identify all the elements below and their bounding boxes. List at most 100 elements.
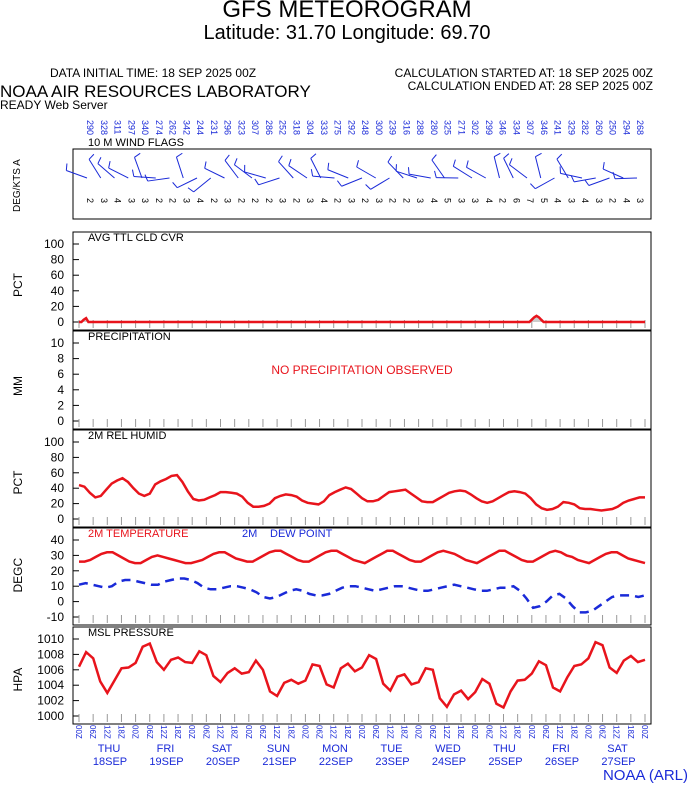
wind-direction-label: 346 [539,120,549,135]
y-tick-label: 80 [51,450,65,464]
wind-barb-flag [108,161,111,169]
y-tick-label: 40 [51,284,65,298]
panel-frame [72,330,652,430]
x-hour-label: 00Z [357,725,366,739]
x-hour-label: 00Z [131,725,140,739]
wind-speed-label: 3 [635,198,645,203]
wind-direction-label: 323 [236,120,246,135]
wind-barb-shaft [341,177,363,187]
wind-barb-shaft [395,170,418,179]
x-hour-label: 18Z [343,725,352,739]
wind-barb-shaft [108,167,129,179]
dewpoint-legend: DEW POINT [270,528,333,540]
x-hour-label: 12Z [442,725,451,739]
wind-panel-frame [72,148,652,220]
wind-speed-label: 4 [580,198,590,203]
wind-barb-shaft [234,164,253,179]
wind-barb-shaft [133,175,156,179]
wind-direction-label: 334 [511,120,521,135]
wind-barb-flag [356,160,359,168]
wind-barb-shaft [193,177,212,193]
x-hour-label: 06Z [315,725,324,739]
day-of-week-label: SAT [607,743,628,755]
wind-speed-label: 3 [566,198,576,203]
wind-speed-label: 3 [305,198,315,203]
panel-ylabel: PCT [11,470,25,495]
x-hour-label: 00Z [414,725,423,739]
x-hour-label: 18Z [116,725,125,739]
wind-barb-flag [466,160,469,168]
wind-barb-shaft [509,164,528,179]
x-hour-label: 00Z [244,725,253,739]
y-tick-label: 20 [51,564,65,578]
wind-barb-flag [176,152,183,158]
wind-barb-shaft [258,177,280,186]
x-hour-label: 00Z [300,725,309,739]
wind-barb-shaft [147,177,170,182]
pressure-line [77,640,646,710]
wind-direction-label: 311 [113,120,123,134]
y-tick-label: 1002 [37,694,64,708]
x-hour-label: 18Z [456,725,465,739]
y-tick-label: 0 [57,512,64,526]
wind-speed-label: 2 [250,198,260,203]
data-initial-time: DATA INITIAL TIME: 18 SEP 2025 00Z [50,66,257,80]
panel-title: PRECIPITATION [88,331,171,343]
wind-direction-label: 346 [498,120,508,135]
wind-direction-label: 280 [429,120,439,135]
chart-title: GFS METEOROGRAM [222,0,472,23]
x-hour-label: 06Z [598,725,607,739]
wind-direction-label: 297 [126,120,136,135]
x-hour-label: 18Z [569,725,578,739]
wind-barb-flag [503,153,510,159]
panel-title: AVG TTL CLD CVR [88,232,184,244]
date-label: 18SEP [93,756,127,768]
wind-speed-label: 4 [621,198,631,203]
precip-annotation: NO PRECIPITATION OBSERVED [271,363,453,377]
wind-barb-shaft [278,161,294,179]
wind-barb-flag [310,153,317,159]
temperature-legend: 2M TEMPERATURE [88,528,188,540]
wind-direction-label: 316 [401,120,411,135]
wind-speed-label: 2 [154,198,164,203]
lab-name: NOAA AIR RESOURCES LABORATORY [0,82,311,101]
chart-subtitle: Latitude: 31.70 Longitude: 69.70 [203,22,491,44]
date-label: 23SEP [375,756,409,768]
y-tick-label: 0 [57,595,64,609]
wind-speed-label: 2 [498,198,508,203]
y-tick-label: 4 [57,383,64,397]
wind-direction-label: 328 [99,120,109,135]
wind-barb-shaft [204,167,225,179]
humidity-line [78,473,645,512]
y-tick-label: 10 [51,579,65,593]
day-of-week-label: SUN [267,743,290,755]
y-tick-label: 80 [51,253,65,267]
date-label: 22SEP [319,756,353,768]
wind-speed-label: 3 [456,198,466,203]
wind-direction-label: 307 [250,120,260,135]
day-of-week-label: THU [493,743,516,755]
day-of-week-label: TUE [381,743,403,755]
y-tick-label: 1006 [37,663,64,677]
wind-direction-label: 333 [319,120,329,135]
wind-speed-label: 3 [99,198,109,203]
x-hour-label: 00Z [74,725,83,739]
wind-barb-shaft [97,163,115,179]
y-tick-label: 100 [44,435,64,449]
x-hour-label: 00Z [187,725,196,739]
x-hour-label: 12Z [612,725,621,739]
wind-direction-label: 300 [374,120,384,135]
date-label: 19SEP [149,756,183,768]
wind-barb-shaft [134,157,143,179]
wind-barb-flag [452,159,456,167]
x-hour-label: 06Z [201,725,210,739]
x-hour-label: 00Z [470,725,479,739]
date-label: 25SEP [488,756,522,768]
wind-speed-label: 2 [388,198,398,203]
x-hour-label: 06Z [484,725,493,739]
date-label: 21SEP [262,756,296,768]
x-hour-label: 18Z [230,725,239,739]
wind-barb-shaft [503,158,514,179]
wind-barb-flag [431,154,437,161]
day-of-week-label: SAT [212,743,233,755]
